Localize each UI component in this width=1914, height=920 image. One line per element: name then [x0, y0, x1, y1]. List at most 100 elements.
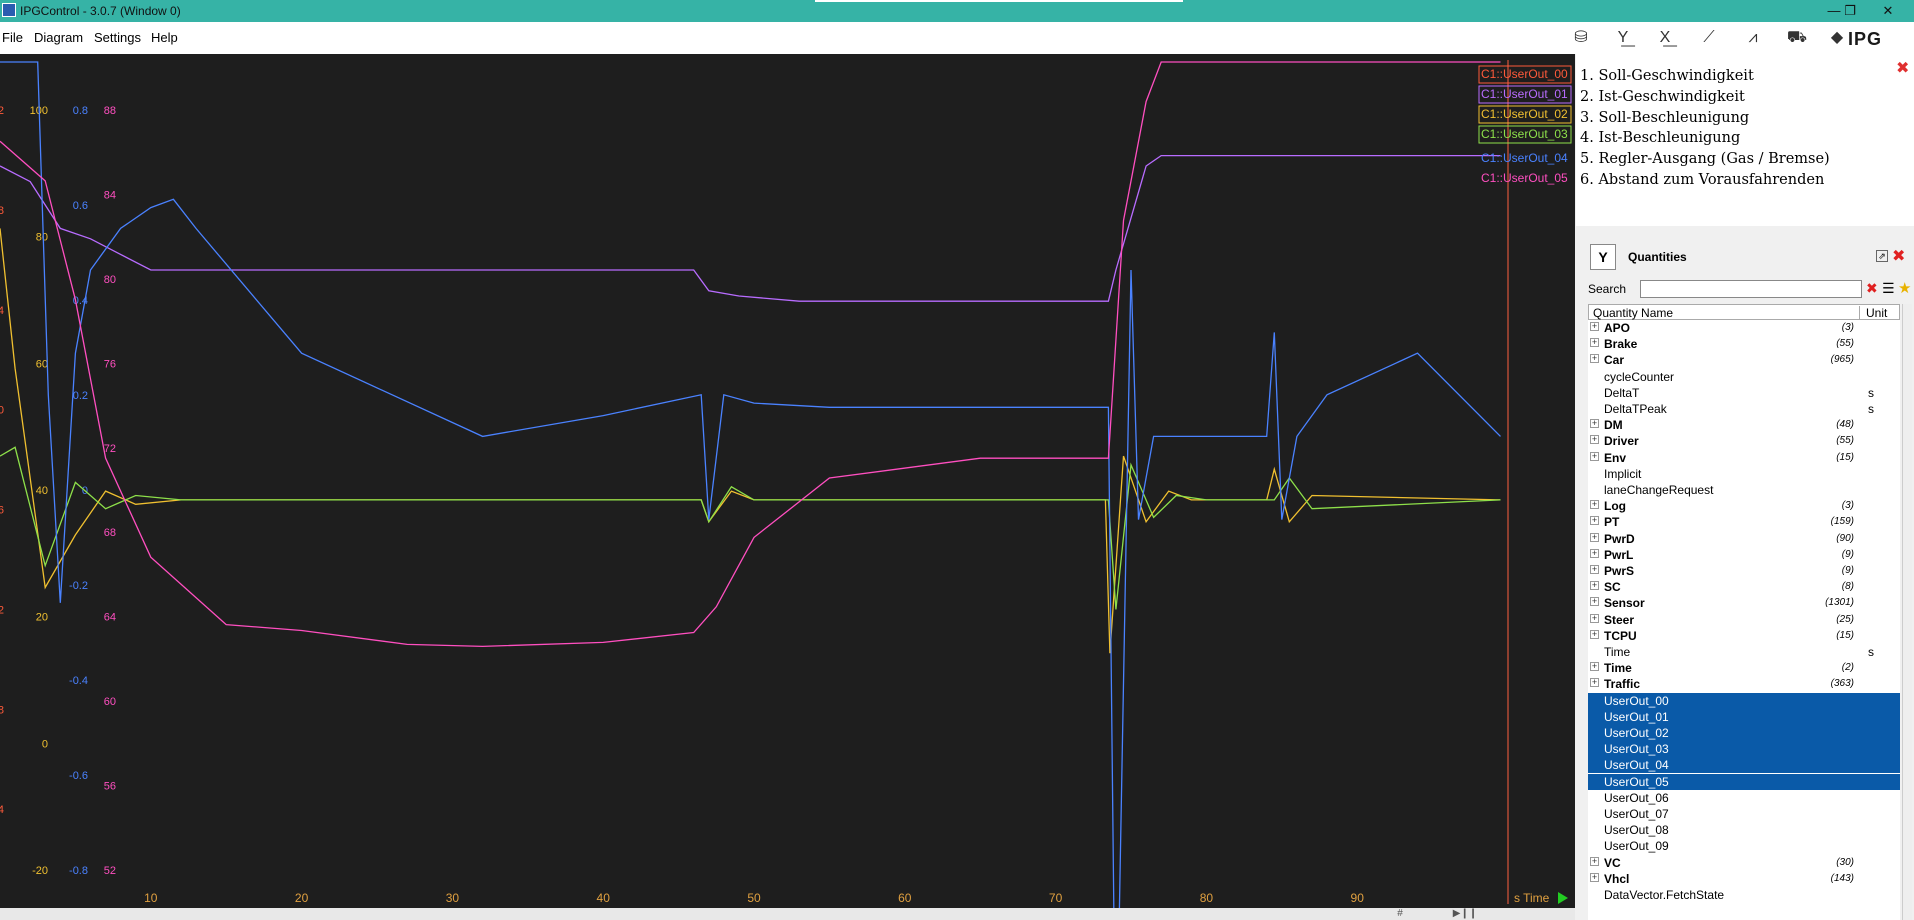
list-item[interactable]: UserOut_01: [1588, 708, 1900, 725]
database-icon[interactable]: ⛁: [1574, 29, 1588, 46]
chart-lines-icon[interactable]: ⩘: [1748, 29, 1758, 46]
expand-icon[interactable]: +: [1590, 321, 1599, 331]
list-item[interactable]: + APO (3): [1588, 320, 1900, 336]
list-item[interactable]: cycleCounter: [1588, 369, 1900, 385]
list-item[interactable]: UserOut_06: [1588, 790, 1900, 806]
export-icon[interactable]: ⛟: [1786, 29, 1808, 46]
list-item[interactable]: Time s: [1588, 644, 1900, 660]
menu-icon[interactable]: ☰: [1882, 280, 1895, 296]
expand-icon[interactable]: +: [1590, 871, 1599, 882]
column-name-header[interactable]: Quantity Name: [1593, 306, 1674, 320]
list-item[interactable]: + Log (3): [1588, 498, 1900, 514]
note-line: 5. Regler-Ausgang (Gas / Bremse): [1580, 151, 1830, 167]
expand-icon[interactable]: +: [1590, 434, 1599, 445]
list-item[interactable]: + VC (30): [1588, 855, 1900, 871]
quantity-name: UserOut_08: [1604, 823, 1669, 838]
list-item[interactable]: UserOut_08: [1588, 822, 1900, 838]
expand-icon[interactable]: +: [1590, 515, 1599, 526]
quantity-name: APO: [1604, 321, 1631, 335]
list-item[interactable]: + TCPU (15): [1588, 628, 1900, 644]
quantities-panel: Y Quantities ⇗ ✖ Search ✖ ☰ ★ Quantity N…: [1582, 238, 1914, 920]
expand-icon[interactable]: +: [1590, 661, 1599, 672]
undock-icon[interactable]: ⇗: [1876, 250, 1888, 262]
menu-help[interactable]: Help: [151, 30, 178, 45]
expand-icon[interactable]: +: [1590, 855, 1599, 866]
list-item[interactable]: UserOut_00: [1588, 692, 1900, 709]
legend-box: [1478, 105, 1572, 124]
expand-icon[interactable]: +: [1590, 337, 1599, 348]
menu-settings[interactable]: Settings: [94, 30, 141, 45]
list-item[interactable]: + PwrD (90): [1588, 531, 1900, 547]
list-item[interactable]: UserOut_03: [1588, 741, 1900, 758]
list-item[interactable]: UserOut_05: [1588, 773, 1900, 790]
list-item[interactable]: Implicit: [1588, 466, 1900, 482]
list-item[interactable]: + PwrS (9): [1588, 563, 1900, 579]
y-axis-icon[interactable]: Y͟: [1617, 29, 1629, 46]
list-item[interactable]: + Brake (55): [1588, 336, 1900, 352]
grid-icon[interactable]: #: [1397, 908, 1403, 919]
close-button[interactable]: ✕: [1882, 3, 1894, 18]
maximize-button[interactable]: ❐: [1844, 3, 1856, 18]
expand-icon[interactable]: +: [1590, 677, 1599, 688]
play-pause-icon[interactable]: ▶❙❙: [1452, 908, 1478, 919]
search-label: Search: [1588, 282, 1627, 296]
search-input[interactable]: [1640, 280, 1862, 298]
expand-icon[interactable]: +: [1590, 564, 1599, 574]
list-item[interactable]: DeltaTPeak s: [1588, 401, 1900, 417]
list-item[interactable]: + PwrL (9): [1588, 547, 1900, 563]
close-icon[interactable]: ✖: [1896, 60, 1910, 77]
star-icon[interactable]: ★: [1898, 280, 1912, 297]
list-item[interactable]: UserOut_09: [1588, 838, 1900, 854]
menu-diagram[interactable]: Diagram: [34, 30, 84, 45]
y-tick-label: -0.4: [69, 675, 88, 687]
expand-icon[interactable]: +: [1590, 547, 1599, 558]
x-axis-icon[interactable]: X͟: [1659, 29, 1671, 46]
minimize-button[interactable]: —: [1827, 3, 1841, 18]
y-quantity-icon[interactable]: Y: [1590, 244, 1616, 270]
menu-file[interactable]: File: [2, 30, 23, 45]
column-unit-header[interactable]: Unit: [1859, 306, 1901, 320]
expand-icon[interactable]: +: [1590, 580, 1599, 591]
column-header: Quantity Name Unit: [1588, 304, 1900, 320]
list-item[interactable]: + DM (48): [1588, 417, 1900, 433]
list-item[interactable]: DeltaT s: [1588, 385, 1900, 401]
close-icon[interactable]: ✖: [1892, 248, 1906, 265]
list-item[interactable]: UserOut_02: [1588, 725, 1900, 741]
list-item[interactable]: + Time (2): [1588, 660, 1900, 676]
quantity-count: (3): [1841, 322, 1854, 333]
list-item[interactable]: + Traffic (363): [1588, 676, 1900, 692]
list-item[interactable]: UserOut_07: [1588, 806, 1900, 822]
list-item[interactable]: + Steer (25): [1588, 612, 1900, 628]
expand-icon[interactable]: +: [1590, 450, 1599, 461]
quantity-count: (55): [1836, 435, 1854, 447]
scrollbar[interactable]: [1902, 304, 1912, 920]
list-item[interactable]: + Sensor (1301): [1588, 595, 1900, 611]
list-item[interactable]: + Vhcl (143): [1588, 871, 1900, 887]
x-axis-label: s Time: [1514, 891, 1550, 905]
list-item[interactable]: DataVector.FetchState: [1588, 887, 1900, 903]
legend-label: C1::UserOut_01: [1481, 87, 1568, 101]
chart-settings-icon[interactable]: ⟋: [1703, 29, 1715, 46]
list-item[interactable]: + Env (15): [1588, 450, 1900, 466]
color-icon[interactable]: ◆: [1830, 29, 1844, 46]
list-item[interactable]: + PT (159): [1588, 514, 1900, 530]
clear-search-icon[interactable]: ✖: [1866, 280, 1878, 296]
series-line: [0, 61, 1501, 648]
expand-icon[interactable]: +: [1590, 596, 1599, 607]
expand-icon[interactable]: +: [1590, 418, 1599, 429]
expand-icon[interactable]: +: [1590, 353, 1599, 364]
list-item[interactable]: laneChangeRequest: [1588, 482, 1900, 498]
window-title: IPGControl - 3.0.7 (Window 0): [20, 4, 181, 18]
y-tick-label: -20: [32, 865, 48, 877]
expand-icon[interactable]: +: [1590, 499, 1599, 510]
quantity-name: UserOut_03: [1604, 742, 1669, 757]
list-item[interactable]: + SC (8): [1588, 579, 1900, 595]
expand-icon[interactable]: +: [1590, 628, 1599, 639]
expand-icon[interactable]: +: [1590, 531, 1599, 542]
list-item[interactable]: UserOut_04: [1588, 757, 1900, 774]
list-item[interactable]: + Car (965): [1588, 352, 1900, 368]
expand-icon[interactable]: +: [1590, 612, 1599, 623]
list-item[interactable]: + Driver (55): [1588, 433, 1900, 449]
